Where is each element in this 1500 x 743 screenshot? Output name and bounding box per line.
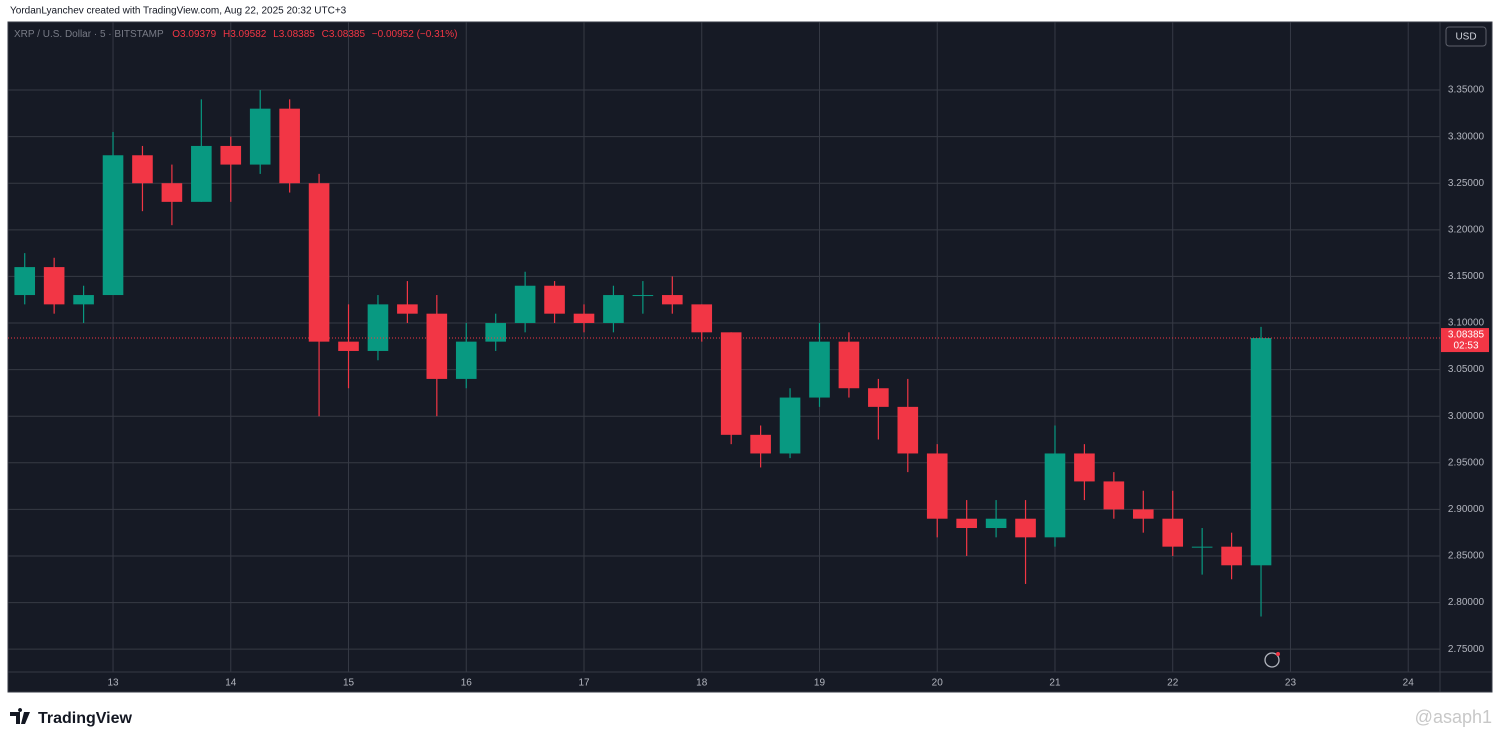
x-tick-label: 18 bbox=[696, 678, 708, 689]
candles bbox=[8, 90, 1440, 617]
candle-body bbox=[249, 108, 271, 165]
candle-body bbox=[1044, 453, 1066, 538]
x-tick-label: 19 bbox=[814, 678, 826, 689]
legend-low: L3.08385 bbox=[273, 29, 315, 40]
legend-high: H3.09582 bbox=[223, 29, 267, 40]
candle-body bbox=[132, 155, 153, 184]
y-tick-label: 3.05000 bbox=[1448, 364, 1485, 375]
legend-close: C3.08385 bbox=[322, 29, 366, 40]
legend-change: −0.00952 (−0.31%) bbox=[372, 29, 458, 40]
candle-body bbox=[926, 453, 948, 519]
candle-body bbox=[779, 397, 801, 454]
candle-body bbox=[308, 183, 330, 342]
candle-body bbox=[455, 341, 477, 379]
candle-body bbox=[809, 341, 830, 398]
replay-circle bbox=[1264, 652, 1280, 668]
x-tick-label: 20 bbox=[932, 678, 944, 689]
brand-name: TradingView bbox=[38, 710, 133, 727]
candle-body bbox=[956, 518, 977, 529]
candle-body bbox=[1221, 546, 1242, 566]
y-tick-label: 3.10000 bbox=[1448, 318, 1485, 329]
x-tick-label: 21 bbox=[1049, 678, 1061, 689]
candle-body bbox=[838, 341, 860, 389]
candle-body bbox=[662, 295, 683, 305]
candle-body bbox=[573, 313, 595, 324]
x-tick-label: 22 bbox=[1167, 678, 1179, 689]
candle-body bbox=[161, 183, 183, 202]
y-tick-label: 3.00000 bbox=[1448, 411, 1485, 422]
legend: XRP / U.S. Dollar · 5 · BITSTAMP O3.0937… bbox=[14, 29, 457, 40]
candle-body bbox=[1074, 453, 1095, 482]
candle-body bbox=[985, 518, 1007, 529]
candle-body bbox=[868, 388, 889, 407]
legend-symbol: XRP / U.S. Dollar · 5 · BITSTAMP bbox=[14, 29, 164, 40]
candle-body bbox=[750, 434, 771, 454]
candle-body bbox=[397, 304, 418, 314]
candle-body bbox=[720, 332, 742, 435]
candle-body bbox=[1250, 338, 1272, 566]
candle-body bbox=[220, 145, 242, 165]
candle-body bbox=[1191, 546, 1213, 548]
x-tick-label: 14 bbox=[225, 678, 237, 689]
y-tick-label: 2.95000 bbox=[1448, 457, 1485, 468]
x-tick-label: 24 bbox=[1403, 678, 1415, 689]
replay-icon[interactable] bbox=[1264, 652, 1280, 668]
candle-body bbox=[691, 304, 713, 333]
candle-body bbox=[897, 406, 919, 454]
replay-dot bbox=[1276, 652, 1280, 656]
y-tick-label: 3.25000 bbox=[1448, 178, 1485, 189]
candle-body bbox=[485, 323, 506, 342]
y-tick-label: 2.90000 bbox=[1448, 504, 1485, 515]
brand: TradingView bbox=[10, 708, 133, 727]
legend-open: O3.09379 bbox=[172, 29, 216, 40]
x-tick-label: 15 bbox=[343, 678, 355, 689]
candle-body bbox=[14, 267, 36, 296]
candle-body bbox=[1103, 481, 1125, 510]
credit: YordanLyanchev created with TradingView.… bbox=[10, 6, 347, 17]
candle-body bbox=[514, 285, 536, 324]
y-tick-label: 2.80000 bbox=[1448, 597, 1485, 608]
candle-body bbox=[102, 155, 124, 296]
currency-button[interactable] bbox=[1445, 26, 1487, 47]
candle-body bbox=[632, 295, 654, 297]
x-tick-label: 23 bbox=[1285, 678, 1297, 689]
last-price-tag bbox=[1441, 328, 1489, 353]
candle-body bbox=[1162, 518, 1184, 547]
y-tick-label: 2.75000 bbox=[1448, 644, 1485, 655]
candle-body bbox=[73, 295, 94, 305]
x-tick-label: 13 bbox=[107, 678, 119, 689]
candle-body bbox=[367, 304, 389, 351]
candle-body bbox=[191, 145, 212, 202]
y-tick-label: 2.85000 bbox=[1448, 551, 1485, 562]
candle-body bbox=[1015, 518, 1036, 538]
countdown: 02:53 bbox=[1453, 341, 1478, 352]
watermark: @asaph1 bbox=[1415, 707, 1492, 727]
last-price-label: 3.08385 bbox=[1448, 330, 1485, 341]
candle-body bbox=[1132, 509, 1154, 519]
candle-body bbox=[426, 313, 448, 379]
y-tick-label: 3.20000 bbox=[1448, 224, 1485, 235]
y-tick-label: 3.35000 bbox=[1448, 85, 1485, 96]
candle-body bbox=[279, 108, 300, 184]
candle-body bbox=[43, 267, 65, 305]
brand-logo bbox=[10, 708, 30, 724]
y-tick-label: 3.30000 bbox=[1448, 131, 1485, 142]
currency-label[interactable]: USD bbox=[1455, 32, 1476, 43]
x-tick-label: 17 bbox=[578, 678, 590, 689]
y-tick-label: 3.15000 bbox=[1448, 271, 1485, 282]
x-tick-label: 16 bbox=[461, 678, 473, 689]
candle-body bbox=[338, 341, 359, 351]
candle-body bbox=[603, 295, 624, 324]
candle-body bbox=[544, 285, 565, 314]
